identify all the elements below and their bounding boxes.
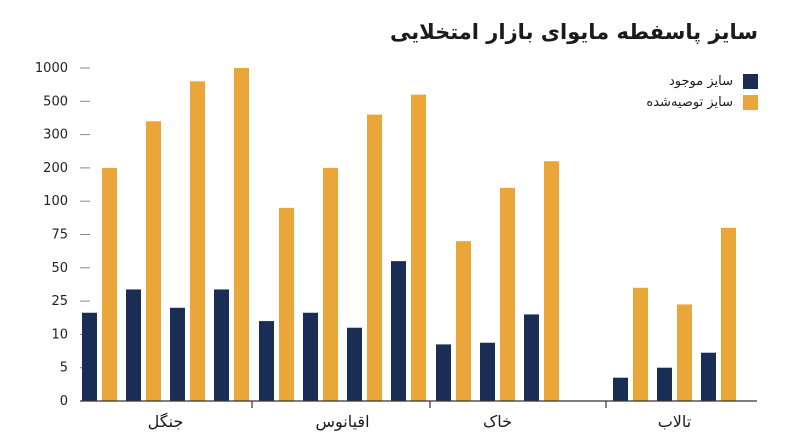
bar-recommended bbox=[544, 161, 559, 401]
y-tick-label: 1000 bbox=[35, 61, 68, 76]
bar-current bbox=[524, 314, 539, 401]
y-tick-label: 25 bbox=[51, 294, 68, 309]
bar-recommended bbox=[190, 81, 205, 401]
bar-recommended bbox=[323, 167, 338, 401]
bar-current bbox=[214, 289, 229, 401]
bar-recommended bbox=[279, 207, 294, 401]
x-category-label: تالاب bbox=[658, 412, 692, 431]
y-tick-label: 100 bbox=[43, 194, 68, 209]
y-tick-label: 300 bbox=[43, 128, 68, 143]
bar-current bbox=[303, 312, 318, 401]
bar-current bbox=[347, 327, 362, 401]
legend-swatch-current bbox=[743, 74, 758, 89]
bar-current bbox=[391, 261, 406, 401]
bar-current bbox=[480, 342, 495, 401]
bar-recommended bbox=[677, 304, 692, 401]
legend-item-recommended: سایز توصیه‌شده bbox=[646, 95, 758, 110]
x-category-label: اقیانوس bbox=[315, 412, 369, 432]
bar-current bbox=[259, 321, 274, 401]
bar-current bbox=[613, 377, 628, 401]
bar-current bbox=[657, 367, 672, 401]
legend-swatch-recommended bbox=[743, 95, 758, 110]
bar-current bbox=[82, 312, 97, 401]
x-category-label: خاک bbox=[483, 412, 512, 431]
bar-recommended bbox=[102, 167, 117, 401]
bar-recommended bbox=[411, 94, 426, 401]
bar-current bbox=[701, 352, 716, 401]
legend-item-current: سایز موجود bbox=[669, 74, 758, 89]
bar-recommended bbox=[633, 287, 648, 401]
y-tick-label: 200 bbox=[43, 161, 68, 176]
legend-label-current: سایز موجود bbox=[669, 74, 733, 89]
y-tick-label: 5 bbox=[60, 361, 68, 376]
chart-title: سایز پاسفطه مایوای بازار امتخلایی bbox=[390, 20, 758, 44]
y-tick-label: 500 bbox=[43, 94, 68, 109]
bar-recommended bbox=[500, 187, 515, 401]
bar-recommended bbox=[146, 121, 161, 401]
y-tick-label: 75 bbox=[51, 228, 68, 243]
bar-current bbox=[126, 289, 141, 401]
bar-recommended bbox=[456, 241, 471, 401]
x-category-label: جنگل bbox=[148, 412, 184, 431]
legend-label-recommended: سایز توصیه‌شده bbox=[646, 95, 733, 110]
y-tick-label: 0 bbox=[60, 394, 68, 409]
y-tick-label: 10 bbox=[51, 327, 68, 342]
bar-recommended bbox=[234, 68, 249, 401]
bar-current bbox=[436, 344, 451, 401]
bar-recommended bbox=[367, 114, 382, 402]
bar-recommended bbox=[721, 227, 736, 401]
bar-current bbox=[170, 307, 185, 401]
y-tick-label: 50 bbox=[51, 261, 68, 276]
